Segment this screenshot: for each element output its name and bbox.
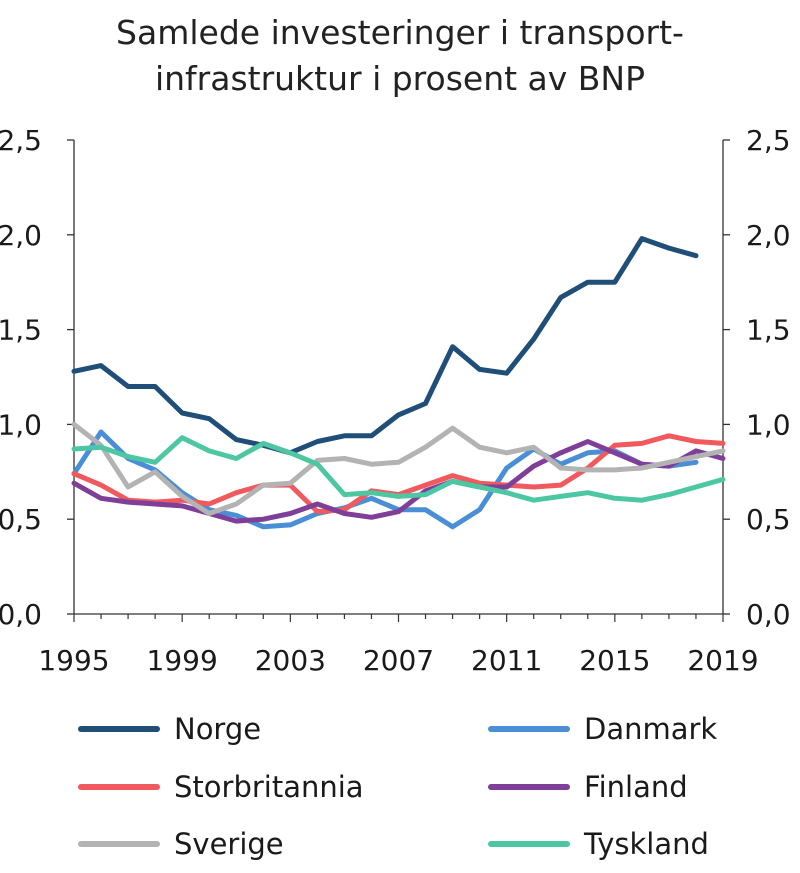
y-tick-label-left: 1,0 (0, 408, 42, 441)
legend-swatch-storbritannia (78, 784, 160, 790)
y-tick-label-right: 1,0 (746, 408, 791, 441)
legend-swatch-norge (78, 726, 160, 732)
legend-item-tyskland: Tyskland (488, 824, 709, 864)
y-tick-label-right: 0,5 (746, 503, 791, 536)
legend-label-danmark: Danmark (584, 712, 718, 746)
series-line-tyskland (71, 435, 726, 503)
legend-label-sverige: Sverige (174, 827, 284, 861)
legend-swatch-sverige (78, 841, 160, 847)
legend-label-norge: Norge (174, 712, 262, 746)
chart-title-line-1: Samlede investeringer i transport- (116, 13, 684, 52)
legend-label-storbritannia: Storbritannia (174, 770, 364, 804)
series-layer (71, 236, 726, 530)
series-line-danmark (71, 429, 699, 530)
legend-item-norge: Norge (78, 709, 261, 749)
y-tick-label-left: 0,5 (0, 503, 42, 536)
x-tick-label: 2015 (579, 644, 650, 677)
legend-swatch-finland (488, 784, 570, 790)
legend-item-finland: Finland (488, 767, 688, 807)
x-tick-label: 2003 (255, 644, 326, 677)
y-tick-label-left: 0,0 (0, 598, 42, 631)
legend-swatch-danmark (488, 726, 570, 732)
axes: 0,0 0,0 0,5 0,5 1,0 1,0 1,5 1,5 2,0 2,0 2,5 2,5 1995… (0, 124, 791, 677)
y-tick-label-left: 2,0 (0, 219, 42, 252)
legend-item-storbritannia: Storbritannia (78, 767, 364, 807)
series-line-finland (71, 439, 726, 524)
y-tick-label-left: 2,5 (0, 124, 42, 157)
y-tick-label-right: 1,5 (746, 314, 791, 347)
legend-swatch-tyskland (488, 841, 570, 847)
x-tick-label: 1999 (147, 644, 218, 677)
legend-label-finland: Finland (584, 770, 688, 804)
chart-title-line-2: infrastruktur i prosent av BNP (154, 59, 646, 98)
x-tick-label: 1995 (38, 644, 109, 677)
x-tick-label: 2011 (471, 644, 542, 677)
x-tick-label: 2019 (687, 644, 758, 677)
y-tick-label-right: 0,0 (746, 598, 791, 631)
legend-item-danmark: Danmark (488, 709, 717, 749)
x-tick-label: 2007 (363, 644, 434, 677)
y-tick-label-right: 2,0 (746, 219, 791, 252)
chart-title: Samlede investeringer i transport- infra… (0, 10, 800, 102)
series-line-norge (71, 236, 699, 456)
y-tick-label-right: 2,5 (746, 124, 791, 157)
legend-item-sverige: Sverige (78, 824, 284, 864)
legend-label-tyskland: Tyskland (584, 827, 709, 861)
series-line-sverige (71, 421, 726, 516)
y-tick-label-left: 1,5 (0, 314, 42, 347)
